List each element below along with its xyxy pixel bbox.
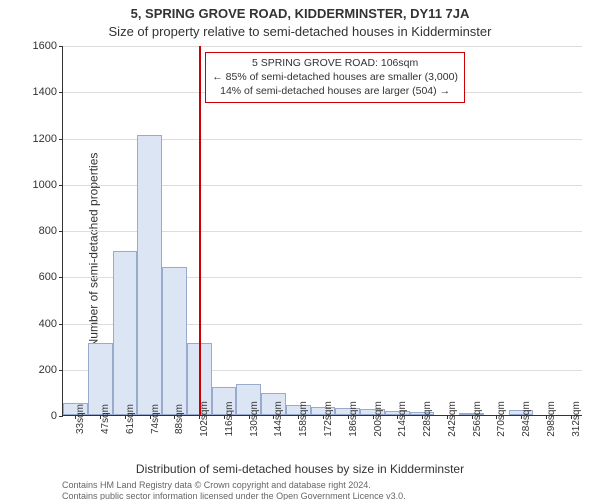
x-tick-label: 186sqm bbox=[348, 401, 359, 437]
annotation-line: ← 85% of semi-detached houses are smalle… bbox=[212, 70, 458, 84]
x-tick-label: 158sqm bbox=[298, 401, 309, 437]
y-tick-mark bbox=[59, 324, 63, 325]
x-tick-label: 88sqm bbox=[174, 404, 185, 434]
x-tick-label: 200sqm bbox=[373, 401, 384, 437]
x-tick-label: 74sqm bbox=[150, 404, 161, 434]
y-tick-mark bbox=[59, 416, 63, 417]
x-tick-label: 214sqm bbox=[397, 401, 408, 437]
histogram-plot-area: 0200400600800100012001400160033sqm47sqm6… bbox=[62, 46, 582, 416]
x-tick-label: 116sqm bbox=[224, 402, 235, 437]
annotation-line: 14% of semi-detached houses are larger (… bbox=[212, 84, 458, 98]
x-tick-label: 61sqm bbox=[125, 404, 136, 434]
y-tick-mark bbox=[59, 185, 63, 186]
y-tick-label: 800 bbox=[39, 225, 57, 237]
histogram-bar bbox=[162, 267, 187, 415]
y-tick-label: 1600 bbox=[33, 40, 57, 52]
x-tick-label: 284sqm bbox=[521, 401, 532, 437]
gridline bbox=[63, 46, 582, 47]
footer-line-2: Contains public sector information licen… bbox=[62, 491, 582, 500]
x-tick-label: 47sqm bbox=[100, 404, 111, 434]
y-tick-mark bbox=[59, 277, 63, 278]
y-tick-mark bbox=[59, 139, 63, 140]
x-tick-label: 312sqm bbox=[571, 401, 582, 437]
y-tick-label: 1000 bbox=[33, 179, 57, 191]
y-tick-mark bbox=[59, 231, 63, 232]
x-tick-label: 228sqm bbox=[422, 401, 433, 437]
y-tick-label: 1200 bbox=[33, 133, 57, 145]
footer-line-1: Contains HM Land Registry data © Crown c… bbox=[62, 480, 582, 491]
y-tick-mark bbox=[59, 92, 63, 93]
y-tick-label: 1400 bbox=[33, 86, 57, 98]
x-tick-label: 256sqm bbox=[472, 401, 483, 437]
reference-line bbox=[199, 46, 201, 415]
y-tick-label: 200 bbox=[39, 364, 57, 376]
x-tick-label: 33sqm bbox=[75, 404, 86, 434]
chart-subtitle: Size of property relative to semi-detach… bbox=[0, 24, 600, 39]
x-tick-label: 270sqm bbox=[496, 401, 507, 437]
annotation-box: 5 SPRING GROVE ROAD: 106sqm← 85% of semi… bbox=[205, 52, 465, 103]
x-tick-label: 298sqm bbox=[546, 401, 557, 437]
x-tick-label: 144sqm bbox=[273, 401, 284, 437]
y-tick-label: 0 bbox=[51, 410, 57, 422]
annotation-line: 5 SPRING GROVE ROAD: 106sqm bbox=[212, 56, 458, 70]
y-tick-label: 600 bbox=[39, 271, 57, 283]
page-title: 5, SPRING GROVE ROAD, KIDDERMINSTER, DY1… bbox=[0, 6, 600, 21]
x-tick-label: 242sqm bbox=[447, 401, 458, 437]
histogram-bar bbox=[113, 251, 138, 415]
y-tick-label: 400 bbox=[39, 318, 57, 330]
x-tick-label: 172sqm bbox=[323, 401, 334, 437]
histogram-bar bbox=[137, 135, 162, 415]
y-tick-mark bbox=[59, 370, 63, 371]
y-tick-mark bbox=[59, 46, 63, 47]
footer-attribution: Contains HM Land Registry data © Crown c… bbox=[62, 480, 582, 500]
x-axis-label: Distribution of semi-detached houses by … bbox=[0, 462, 600, 476]
x-tick-label: 130sqm bbox=[249, 401, 260, 437]
